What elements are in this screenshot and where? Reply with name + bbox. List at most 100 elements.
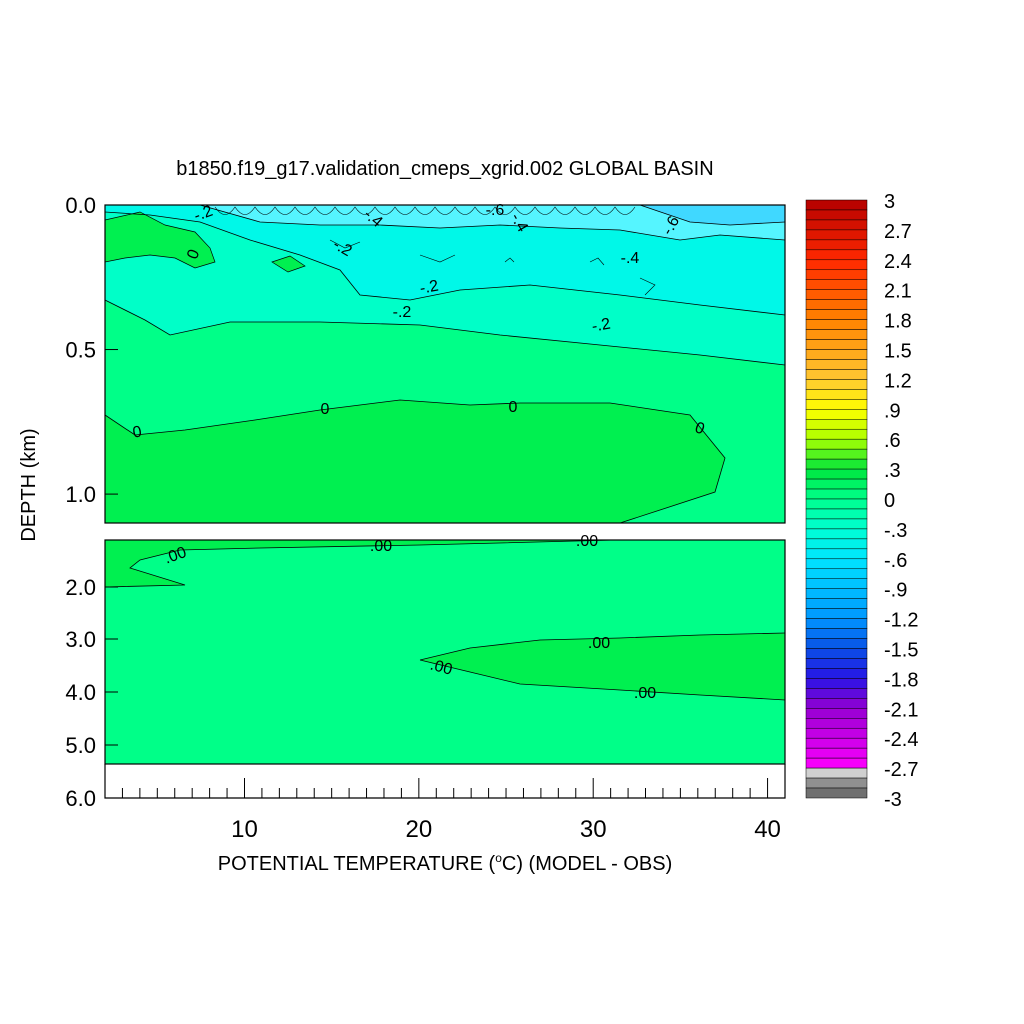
colorbar-swatch — [805, 448, 868, 460]
colorbar-swatch — [805, 568, 868, 579]
colorbar-labels: 3 2.7 2.4 2.1 1.8 1.5 1.2 .9 .6 .3 0 -.3 -.6 -.9 -1.2 -… — [884, 191, 918, 811]
colorbar-swatch — [805, 329, 868, 340]
lower-contour-panel — [105, 540, 785, 764]
contour-labels: -.2 -.4 -.6 -.4 -.6-.20 -.4-.2-.2-.200 00.00.0… — [131, 202, 706, 702]
colorbar-swatch — [805, 747, 868, 759]
colorbar-label: .9 — [884, 400, 901, 422]
lower-contour-lines — [105, 540, 785, 701]
colorbar-swatch — [805, 678, 868, 689]
colorbar-swatch — [805, 508, 868, 520]
colorbar-swatch — [805, 359, 868, 370]
colorbar-swatch — [805, 389, 868, 400]
x-axis-label-prefix: POTENTIAL TEMPERATURE ( — [218, 853, 496, 875]
lower-y-axis: 2.0 3.0 4.0 5.0 6.0 — [65, 575, 118, 811]
upper-coolest-region — [640, 205, 785, 225]
colorbar-swatch — [805, 269, 868, 280]
x-axis-label-suffix: C) (MODEL - OBS) — [502, 853, 672, 875]
lower-contour-label: .00 — [370, 538, 392, 555]
colorbar-swatch — [805, 727, 868, 739]
x-tick-label: 20 — [405, 816, 432, 843]
lower-contour-label: .00 — [428, 657, 454, 679]
colorbar-swatch — [805, 787, 868, 799]
upper-surface-ripple-contours — [214, 206, 656, 296]
colorbar-swatch — [805, 419, 868, 430]
upper-contour-line-zero — [105, 399, 726, 523]
colorbar-swatch — [805, 488, 868, 500]
upper-y-axis: 0.0 0.5 1.0 — [65, 193, 118, 507]
colorbar-label: -2.4 — [884, 729, 918, 751]
colorbar-label: 3 — [884, 191, 895, 213]
x-tick-label: 30 — [580, 816, 607, 843]
upper-near-surface-warm-patch — [105, 211, 216, 269]
x-axis-label: POTENTIAL TEMPERATURE (oC) (MODEL - OBS) — [218, 851, 673, 875]
lower-contour-label: .00 — [634, 685, 656, 702]
colorbar-label: -2.1 — [884, 699, 918, 721]
upper-contour-label: -.4 — [621, 250, 640, 267]
colorbar-label: 2.4 — [884, 251, 912, 273]
colorbar-swatch — [805, 299, 868, 310]
lower-y-tick-label: 4.0 — [65, 680, 96, 705]
colorbar-swatch — [805, 708, 868, 719]
colorbar-swatch — [805, 558, 868, 570]
lower-axis-frame — [104, 764, 786, 799]
lower-positive-region-deep — [420, 633, 785, 700]
colorbar-label: -.9 — [884, 580, 907, 602]
upper-contour-label: 0 — [131, 423, 143, 441]
colorbar-label: 2.1 — [884, 281, 912, 303]
colorbar-label: 1.8 — [884, 311, 912, 333]
colorbar-swatch — [805, 528, 868, 540]
colorbar-swatch — [805, 548, 868, 560]
colorbar-swatch — [805, 239, 868, 251]
upper-small-warm-patch — [271, 255, 306, 273]
colorbar-swatch — [805, 369, 868, 380]
lower-y-tick-label: 6.0 — [65, 786, 96, 811]
upper-cool-region — [200, 205, 785, 240]
colorbar — [805, 199, 868, 799]
upper-contour-label: -.2 — [192, 203, 215, 225]
colorbar-swatch — [805, 379, 868, 390]
colorbar-swatch — [805, 757, 868, 769]
colorbar-swatch — [805, 628, 868, 639]
colorbar-swatch — [805, 737, 868, 749]
upper-y-tick-label: 0.0 — [65, 193, 96, 218]
colorbar-swatch — [805, 598, 868, 609]
upper-contour-label: -.2 — [591, 316, 612, 336]
colorbar-swatch — [805, 608, 868, 619]
upper-y-tick-label: 0.5 — [65, 338, 96, 363]
colorbar-swatch — [805, 289, 868, 300]
colorbar-label: 2.7 — [884, 221, 912, 243]
x-axis: 10 20 30 40 — [104, 778, 781, 843]
colorbar-swatch — [805, 718, 868, 729]
x-axis-label-degree: o — [495, 851, 502, 865]
colorbar-swatch — [805, 229, 868, 241]
colorbar-swatch — [805, 339, 868, 350]
chart-title: b1850.f19_g17.validation_cmeps_xgrid.002… — [176, 158, 713, 180]
colorbar-swatch — [805, 688, 868, 699]
colorbar-swatch — [805, 319, 868, 330]
colorbar-swatch — [805, 518, 868, 530]
colorbar-swatch — [805, 498, 868, 510]
colorbar-swatch — [805, 468, 868, 480]
y-axis-label: DEPTH (km) — [18, 428, 40, 541]
upper-negative-region — [105, 205, 785, 315]
colorbar-swatch — [805, 399, 868, 410]
lower-positive-region-top — [105, 540, 615, 587]
colorbar-label: .3 — [884, 460, 901, 482]
x-tick-label: 40 — [754, 816, 781, 843]
colorbar-label: .6 — [884, 430, 901, 452]
colorbar-swatch — [805, 588, 868, 599]
upper-contour-label: 0 — [509, 399, 518, 416]
upper-contour-line-minus-0-4 — [199, 205, 785, 241]
colorbar-swatch — [805, 279, 868, 290]
x-tick-label: 10 — [231, 816, 258, 843]
lower-y-tick-label: 3.0 — [65, 627, 96, 652]
colorbar-swatch — [805, 668, 868, 679]
colorbar-label: -1.2 — [884, 610, 918, 632]
colorbar-swatch — [805, 478, 868, 490]
colorbar-swatch — [805, 219, 868, 231]
colorbar-swatch — [805, 199, 868, 211]
upper-positive-region — [105, 400, 725, 523]
upper-contour-line-minus-0-1 — [105, 299, 785, 366]
upper-panel-frame — [104, 204, 786, 524]
